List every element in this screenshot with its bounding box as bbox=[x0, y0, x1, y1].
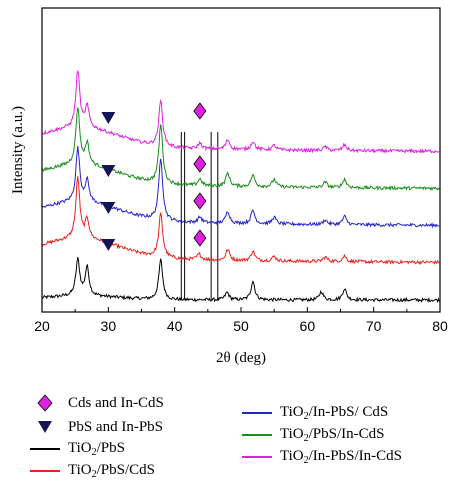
legend-item-tio2-pbs-cds: TiO2/PbS/CdS bbox=[28, 460, 155, 482]
legend-label: TiO2/PbS bbox=[68, 440, 125, 458]
triangle-marker bbox=[101, 165, 116, 177]
legend-item-pbs: PbS and In-PbS bbox=[28, 416, 163, 438]
x-tick-label: 50 bbox=[233, 318, 249, 334]
x-tick-label: 20 bbox=[34, 318, 50, 334]
legend-item-tio2-pbs: TiO2/PbS bbox=[28, 438, 125, 460]
legend-label: PbS and In-PbS bbox=[68, 418, 164, 435]
diamond-marker bbox=[193, 155, 207, 173]
legend-label: TiO2/In-PbS/In-CdS bbox=[280, 448, 402, 466]
series-line-4 bbox=[41, 70, 440, 155]
triangle-marker bbox=[101, 239, 116, 251]
diamond-marker bbox=[193, 192, 207, 210]
legend-line bbox=[242, 434, 272, 436]
axes-frame bbox=[41, 7, 441, 313]
legend-item-cds: Cds and In-CdS bbox=[28, 392, 164, 414]
x-tick-label: 80 bbox=[432, 318, 448, 334]
triangle-marker bbox=[101, 112, 116, 124]
diamond-icon bbox=[28, 392, 62, 414]
plot-area: 20 30 40 50 60 70 80 bbox=[34, 7, 448, 334]
legend-label: Cds and In-CdS bbox=[68, 394, 164, 411]
legend-item-tio2-inpbs-cds: TiO2/In-PbS/ CdS bbox=[240, 402, 388, 424]
x-axis-title: 2θ (deg) bbox=[216, 350, 266, 366]
diamond-marker bbox=[193, 229, 207, 247]
x-tick-label: 60 bbox=[300, 318, 316, 334]
legend-line bbox=[242, 412, 272, 414]
series-line-0 bbox=[41, 256, 440, 304]
legend-item-tio2-inpbs-incds: TiO2/In-PbS/In-CdS bbox=[240, 446, 402, 468]
x-tick-label: 40 bbox=[167, 318, 183, 334]
xrd-chart: 20 30 40 50 60 70 80 2θ (deg) Intensity (a.u.) bbox=[10, 7, 448, 366]
x-tick-label: 30 bbox=[101, 318, 117, 334]
legend: Cds and In-CdS PbS and In-PbS TiO2/PbS T… bbox=[0, 384, 464, 500]
y-axis-title: Intensity (a.u.) bbox=[10, 106, 26, 194]
legend-line bbox=[30, 448, 60, 450]
legend-line bbox=[242, 456, 272, 458]
triangle-down-icon bbox=[28, 416, 62, 438]
series-line-1 bbox=[41, 176, 440, 265]
legend-label: TiO2/PbS/CdS bbox=[68, 462, 156, 480]
legend-label: TiO2/In-PbS/ CdS bbox=[280, 404, 389, 422]
legend-label: TiO2/PbS/In-CdS bbox=[280, 426, 385, 444]
x-tick-label: 70 bbox=[366, 318, 382, 334]
triangle-marker bbox=[101, 202, 116, 214]
diamond-marker bbox=[193, 102, 207, 120]
legend-line bbox=[30, 470, 60, 472]
legend-item-tio2-pbs-incds: TiO2/PbS/In-CdS bbox=[240, 424, 385, 446]
